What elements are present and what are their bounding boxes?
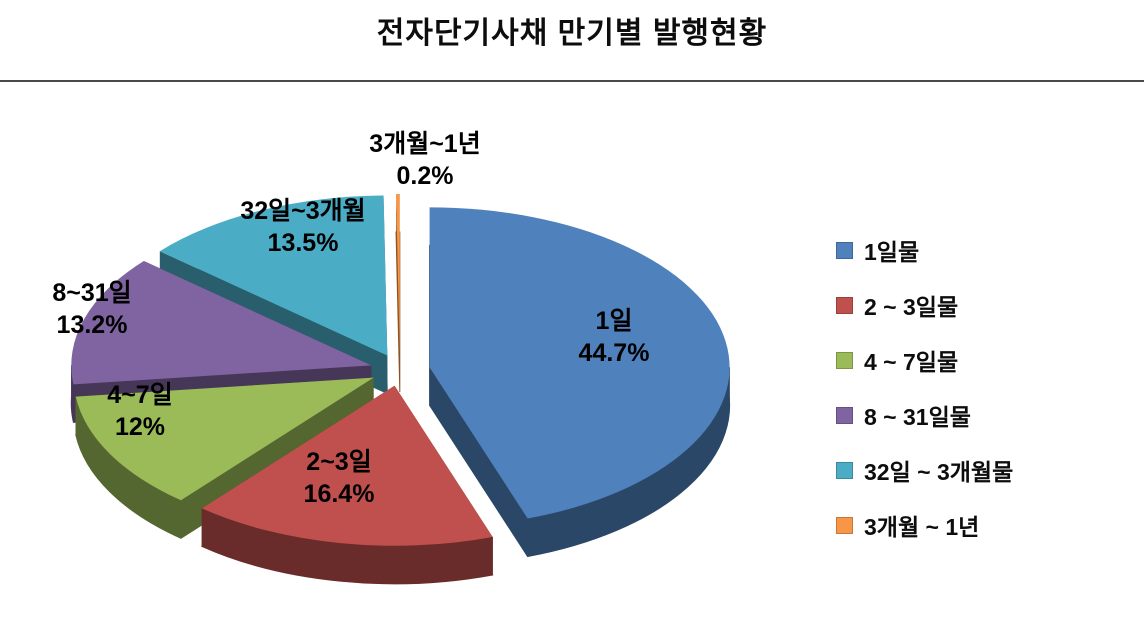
pie-slice-1 [429, 207, 731, 558]
slice-label-percent: 44.7% [578, 339, 650, 367]
legend-swatch-icon [836, 406, 853, 424]
legend-label: 1일물 [864, 239, 920, 265]
legend-item-2: 2 ~ 3일물 [836, 288, 1013, 322]
pie-slice-3 [75, 377, 374, 539]
legend-item-6: 3개월 ~ 1년 [836, 508, 1013, 542]
slice-label-1: 1일 44.7% [579, 305, 650, 369]
pie-3d-chart [70, 193, 731, 585]
slice-label-5: 32일~3개월 13.5% [240, 195, 365, 259]
legend-swatch-icon [836, 516, 853, 534]
slice-label-category: 3개월~1년 [369, 130, 481, 158]
pie-plot-area: 1일 44.7% 2~3일 16.4% 4~7일 12% 8~31일 13.2% 32일~3개월… [0, 80, 830, 624]
slice-label-6: 3개월~1년 0.2% [369, 128, 480, 192]
slice-label-category: 8~31일 [52, 279, 132, 307]
slice-label-percent: 16.4% [303, 480, 375, 508]
slice-label-4: 8~31일 13.2% [52, 277, 131, 341]
title-divider [0, 80, 1144, 82]
chart-title: 전자단기사채 만기별 발행현황 [376, 17, 768, 50]
slice-label-category: 2~3일 [306, 448, 372, 476]
legend-label: 32일 ~ 3개월물 [864, 459, 1014, 485]
slice-label-percent: 12% [114, 413, 166, 441]
legend-label: 3개월 ~ 1년 [864, 514, 980, 540]
pie-slice-6 [395, 193, 401, 393]
legend-label: 2 ~ 3일물 [864, 294, 959, 320]
slice-label-category: 4~7일 [107, 381, 173, 409]
slice-labels-layer: 1일 44.7% 2~3일 16.4% 4~7일 12% 8~31일 13.2% 32일~3개월… [0, 80, 830, 624]
legend-label: 4 ~ 7일물 [864, 349, 959, 375]
slice-label-percent: 13.2% [56, 311, 128, 339]
slice-label-2: 2~3일 16.4% [304, 446, 375, 510]
legend-swatch-icon [836, 461, 853, 479]
slice-label-percent: 0.2% [396, 162, 454, 190]
chart-legend: 1일물 2 ~ 3일물 4 ~ 7일물 8 ~ 31일물 32일 ~ 3개월물 3개월 ~… [836, 233, 1013, 542]
legend-item-4: 8 ~ 31일물 [836, 398, 1013, 432]
legend-item-5: 32일 ~ 3개월물 [836, 453, 1013, 487]
pie-slice-2 [200, 385, 494, 585]
slice-label-3: 4~7일 12% [107, 379, 172, 443]
slice-label-category: 1일 [595, 307, 633, 335]
slice-label-category: 32일~3개월 [240, 197, 366, 225]
slice-label-percent: 13.5% [267, 229, 339, 257]
legend-item-1: 1일물 [836, 233, 1013, 267]
legend-swatch-icon [836, 241, 853, 259]
legend-swatch-icon [836, 351, 853, 369]
legend-item-3: 4 ~ 7일물 [836, 343, 1013, 377]
legend-label: 8 ~ 31일물 [864, 404, 971, 430]
legend-swatch-icon [836, 296, 853, 314]
